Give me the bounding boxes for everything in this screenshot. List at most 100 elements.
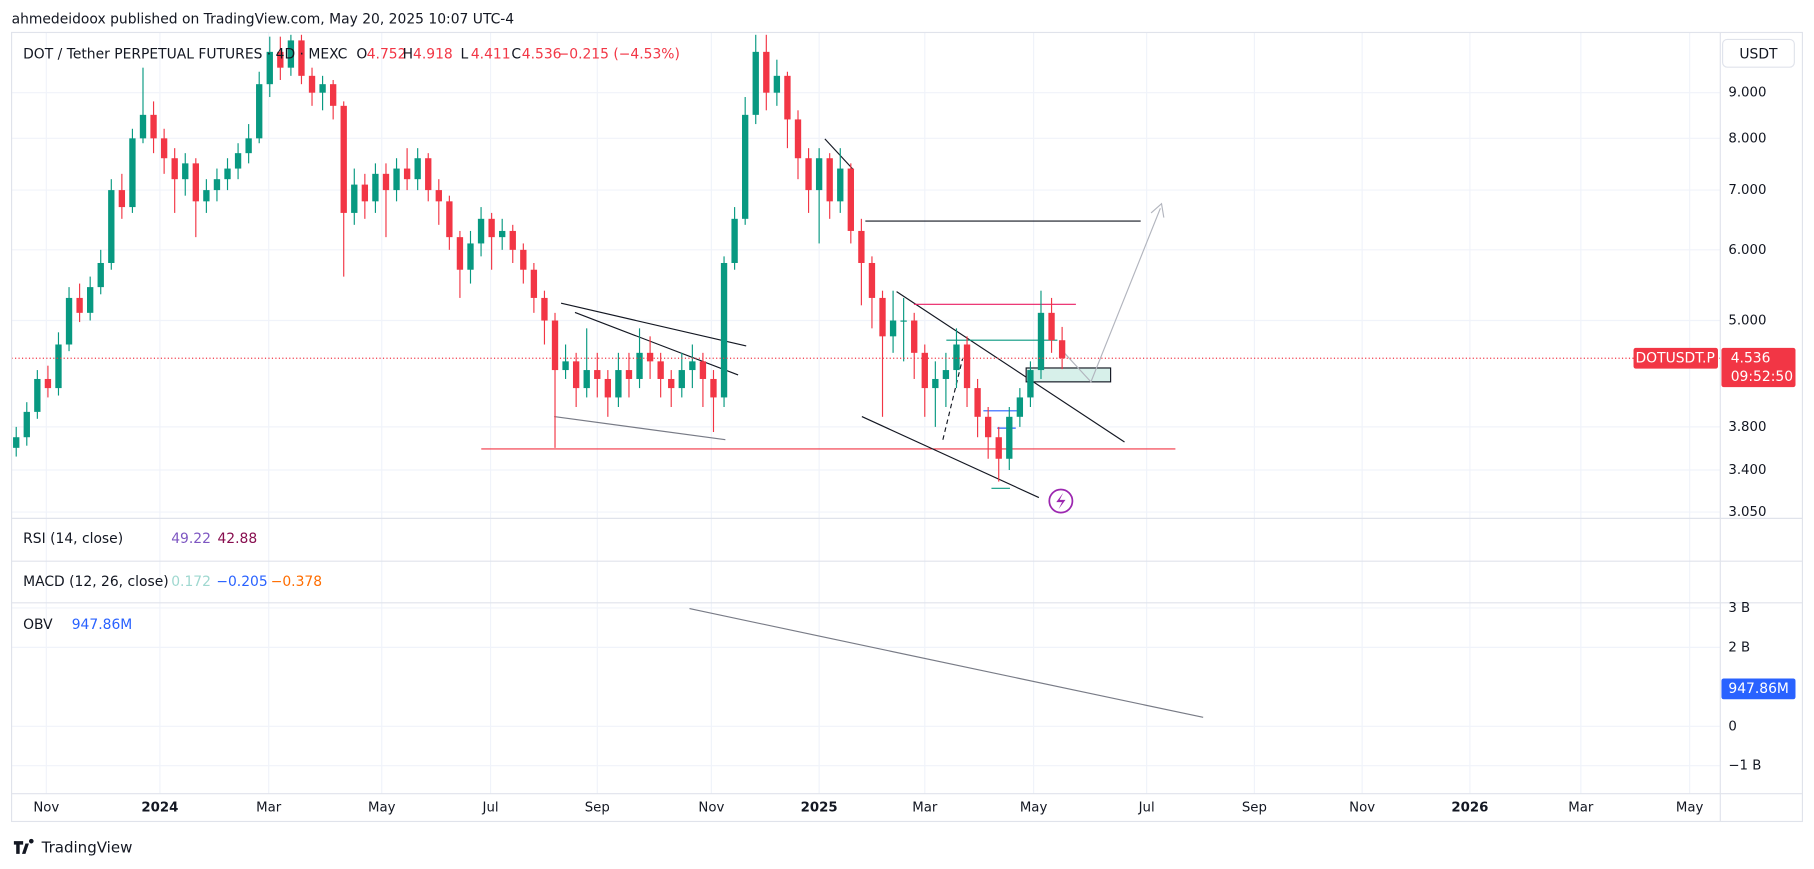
y-tick-label: 2 B — [1728, 640, 1750, 655]
candle-body — [752, 51, 759, 115]
candle-body — [731, 218, 738, 263]
candle-body — [1016, 397, 1024, 417]
y-tick-label: 7.000 — [1728, 183, 1766, 198]
candle-body — [942, 370, 950, 379]
candle-body — [963, 344, 971, 389]
candle-body — [889, 320, 897, 337]
candle-body — [97, 262, 104, 288]
candle-body — [636, 352, 643, 379]
y-tick-label: 3.400 — [1728, 463, 1766, 478]
trend-line — [574, 311, 739, 376]
candle-body — [594, 370, 601, 379]
candle-body — [815, 158, 823, 191]
candle-body — [995, 437, 1002, 459]
ohlc-value: 4.536 — [522, 46, 562, 62]
candle-body — [34, 378, 41, 412]
candle-body — [55, 344, 62, 389]
y-tick-label: −1 B — [1728, 759, 1761, 774]
y-tick-label: 3.050 — [1728, 505, 1766, 520]
candle-body — [668, 378, 675, 389]
symbol-badge-label: DOTUSDT.P — [1636, 350, 1715, 366]
candle-body — [847, 168, 854, 231]
obv-trend-line — [689, 608, 1204, 718]
candle-body — [710, 378, 717, 398]
chart-border — [10, 31, 1804, 823]
x-tick-label: Mar — [912, 801, 938, 816]
x-tick-label: Jul — [1138, 801, 1155, 816]
candle-body — [900, 320, 907, 322]
x-tick-label: May — [368, 801, 396, 816]
countdown: 09:52:50 — [1731, 369, 1793, 385]
y-tick-label: 8.000 — [1728, 131, 1766, 146]
candle-body — [435, 190, 442, 202]
x-tick-label: May — [1020, 801, 1048, 816]
obv-badge-label: 947.86M — [1728, 681, 1789, 697]
candle-body — [562, 361, 569, 371]
x-tick-label: May — [1676, 801, 1704, 816]
candle-body — [150, 114, 157, 139]
price-badge — [1721, 347, 1796, 388]
x-tick-label: Nov — [1349, 801, 1375, 816]
event-icon — [1056, 492, 1066, 510]
candle-body — [329, 84, 337, 106]
candle-body — [319, 84, 326, 93]
candle-body — [837, 168, 844, 202]
footer: TradingView — [41, 839, 133, 857]
candle-body — [488, 218, 495, 238]
candle-body — [805, 158, 812, 191]
candle-body — [921, 352, 928, 389]
candle-body — [23, 411, 30, 438]
candle-body — [984, 416, 992, 438]
trend-line — [824, 138, 855, 171]
candle-body — [256, 84, 263, 139]
candle-body — [192, 163, 199, 202]
x-tick-label: Sep — [1242, 801, 1267, 816]
currency-box — [1722, 38, 1795, 68]
obv-value: 947.86M — [72, 617, 133, 633]
trend-line — [896, 291, 1125, 443]
candle-body — [742, 114, 749, 219]
indicator-value: 0.172 — [171, 574, 211, 590]
price-label: 4.536 — [1731, 350, 1771, 366]
obv-title: OBV — [23, 617, 53, 633]
ohlc-value: 4.918 — [413, 46, 453, 62]
candle-body — [139, 114, 147, 139]
candle-body — [773, 75, 781, 93]
x-tick-label: 2024 — [141, 801, 178, 816]
candle-body — [551, 320, 559, 371]
candle-body — [446, 201, 453, 238]
ohlc-key: C — [511, 46, 521, 62]
candle-body — [974, 388, 981, 417]
candle-body — [868, 262, 876, 298]
candle-body — [646, 352, 654, 362]
candle-body — [351, 184, 358, 213]
x-tick-label: Sep — [585, 801, 610, 816]
change: −0.215 (−4.53%) — [558, 46, 680, 62]
macd-title: MACD (12, 26, close) — [23, 574, 169, 590]
ohlc-value: 4.411 — [471, 46, 511, 62]
candle-body — [65, 297, 73, 345]
candle-body — [44, 378, 52, 389]
candle-body — [953, 344, 960, 371]
candle-body — [1037, 312, 1045, 371]
event-icon — [1048, 488, 1074, 514]
candle-body — [425, 158, 432, 191]
candle-body — [171, 158, 178, 180]
x-tick-label: Mar — [256, 801, 282, 816]
candle-body — [477, 218, 485, 244]
candle-body — [911, 320, 918, 353]
pane-borders — [10, 31, 1804, 823]
ohlc-key: H — [403, 46, 413, 62]
candle-body — [499, 230, 506, 238]
ohlc-key: O — [356, 46, 367, 62]
zone-box — [1025, 367, 1112, 383]
indicator-value: −0.378 — [271, 574, 322, 590]
candle-body — [361, 184, 369, 202]
candle-body — [826, 158, 833, 202]
x-tick-label: 2026 — [1451, 801, 1488, 816]
grid — [11, 32, 1721, 794]
symbol-title: DOT / Tether PERPETUAL FUTURES · 4D · ME… — [23, 46, 347, 62]
candle-body — [678, 370, 685, 389]
candle-body — [604, 378, 612, 398]
candle-body — [858, 230, 865, 263]
